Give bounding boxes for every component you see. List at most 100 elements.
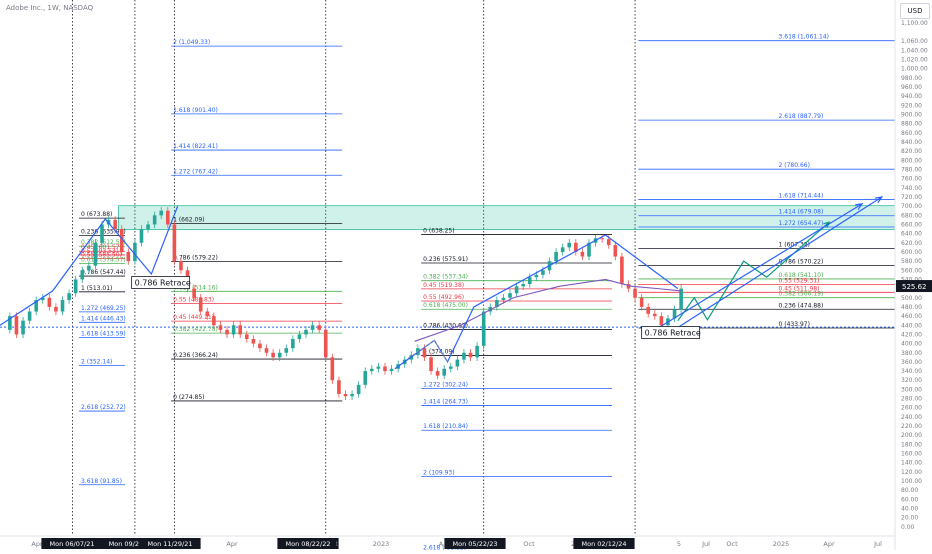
candle-body — [205, 311, 210, 317]
fib-level-label-1-5: 0.786 (579.22) — [173, 254, 218, 261]
price-tick-label: 360.00 — [901, 359, 922, 366]
time-tick-label: 2025 — [773, 540, 790, 548]
candle-body — [310, 325, 315, 330]
candle-body — [113, 219, 117, 230]
candle-body — [521, 284, 525, 287]
candle-body — [100, 224, 104, 243]
time-tick-label: 2023 — [373, 540, 390, 548]
time-tick-label: t — [336, 540, 339, 548]
projection-arrowhead — [823, 221, 831, 228]
fib-level-label-2-9: 1.414 (264.73) — [423, 399, 468, 406]
fib-level-label-2-5: 0.618 (475.00) — [423, 302, 468, 309]
price-tick-label: 300.00 — [901, 386, 922, 393]
candle-body — [356, 384, 361, 394]
candle-body — [304, 329, 308, 335]
candle-body — [231, 325, 236, 335]
candle-body — [277, 352, 282, 358]
time-tick-label: Apr — [31, 540, 43, 548]
candle-body — [323, 329, 328, 358]
fib-level-label-1-1: 1.618 (901.40) — [173, 107, 218, 114]
candle-body — [462, 352, 466, 360]
candle-body — [172, 224, 177, 262]
fib-level-label-3-2: 2 (780.66) — [779, 162, 810, 169]
fib-level-label-0-0: 0 (673.88) — [81, 211, 112, 218]
candle-body — [14, 316, 19, 335]
price-tick-label: 140.00 — [901, 460, 922, 467]
candle-body — [613, 245, 618, 257]
price-tick-label: 20.00 — [901, 515, 918, 522]
price-tick-label: 560.00 — [901, 267, 922, 274]
price-tick-label: 1,100.00 — [901, 20, 928, 27]
price-tick-label: 400.00 — [901, 341, 922, 348]
candle-body — [652, 313, 657, 317]
time-tick-highlight — [277, 538, 339, 549]
candle-body — [376, 366, 381, 369]
candle-body — [475, 345, 479, 358]
candle-body — [152, 215, 157, 225]
trend-arrowhead-1 — [874, 196, 884, 204]
price-tick-label: 800.00 — [901, 157, 922, 164]
price-tick-label: 960.00 — [901, 84, 922, 91]
candle-body — [284, 348, 289, 353]
candle-body — [435, 371, 440, 376]
candle-body — [133, 242, 137, 262]
time-tick-highlight — [573, 538, 635, 549]
symbol-title: Adobe Inc., 1W, NASDAQ — [6, 4, 94, 12]
fib-level-label-3-1: 2.618 (887.79) — [779, 113, 824, 120]
candle-body — [244, 334, 249, 340]
projection-path — [677, 221, 830, 322]
time-tick-label: Oct — [726, 540, 738, 548]
retrace-box-0 — [131, 276, 191, 289]
candle-body — [54, 306, 58, 312]
time-tick-highlight — [41, 538, 103, 549]
fib-level-label-2-10: 1.618 (210.84) — [423, 423, 468, 430]
candle-body — [218, 325, 223, 330]
price-tick-label: 320.00 — [901, 377, 922, 384]
price-tick-label: 600.00 — [901, 249, 922, 256]
time-tick-label: Jul — [701, 540, 710, 548]
candle-body — [317, 325, 321, 330]
fib-level-label-2-2: 0.382 (537.34) — [423, 274, 468, 281]
candle-body — [560, 247, 565, 252]
price-tick-label: 340.00 — [901, 368, 922, 375]
candle-body — [495, 300, 499, 307]
time-tick-label: 5 — [677, 540, 681, 548]
zigzag-line-1 — [394, 234, 679, 370]
fib-level-label-1-0: 2 (1,049.33) — [173, 39, 210, 46]
candle-body — [27, 311, 32, 321]
fib-level-label-0-11: 1.618 (413.59) — [81, 330, 126, 337]
fib-level-label-0-8: 1 (513.01) — [81, 285, 112, 292]
fib-level-label-3-5: 1.272 (654.47) — [779, 220, 824, 227]
candle-body — [363, 371, 368, 385]
time-tick-highlight — [101, 538, 153, 549]
candle-body — [297, 334, 302, 340]
candle-body — [567, 242, 572, 248]
candle-body — [291, 339, 295, 349]
candle-body — [633, 288, 637, 298]
candle-body — [679, 288, 683, 310]
candle-body — [508, 293, 512, 298]
price-tick-label: 820.00 — [901, 148, 922, 155]
price-tick-label: 260.00 — [901, 405, 922, 412]
fib-level-label-0-7: 0.786 (547.44) — [81, 269, 126, 276]
fib-level-label-2-1: 0.236 (575.91) — [423, 256, 468, 263]
price-tick-label: 40.00 — [901, 506, 918, 513]
price-tick-label: 480.00 — [901, 304, 922, 311]
fib-level-label-1-11: 0 (274.85) — [173, 394, 204, 401]
price-tick-label: 160.00 — [901, 451, 922, 458]
fib-level-label-3-10: 0.45 (511.98) — [779, 285, 820, 292]
currency-button[interactable]: USD — [900, 3, 930, 19]
fib-level-label-2-11: 2 (109.93) — [423, 469, 454, 476]
candle-body — [73, 279, 78, 294]
price-tick-label: 1,020.00 — [901, 57, 928, 64]
time-tick-label: A — [439, 540, 444, 548]
candle-body — [587, 242, 591, 257]
price-tick-label: 540.00 — [901, 276, 922, 283]
zigzag-line-0 — [0, 205, 179, 326]
price-tick-label: 120.00 — [901, 469, 922, 476]
fib-level-label-0-9: 1.272 (469.25) — [81, 305, 126, 312]
fib-level-label-0-5: 0.55 (585.50) — [81, 252, 122, 259]
fib-level-label-3-0: 3.618 (1,061.14) — [779, 34, 829, 41]
